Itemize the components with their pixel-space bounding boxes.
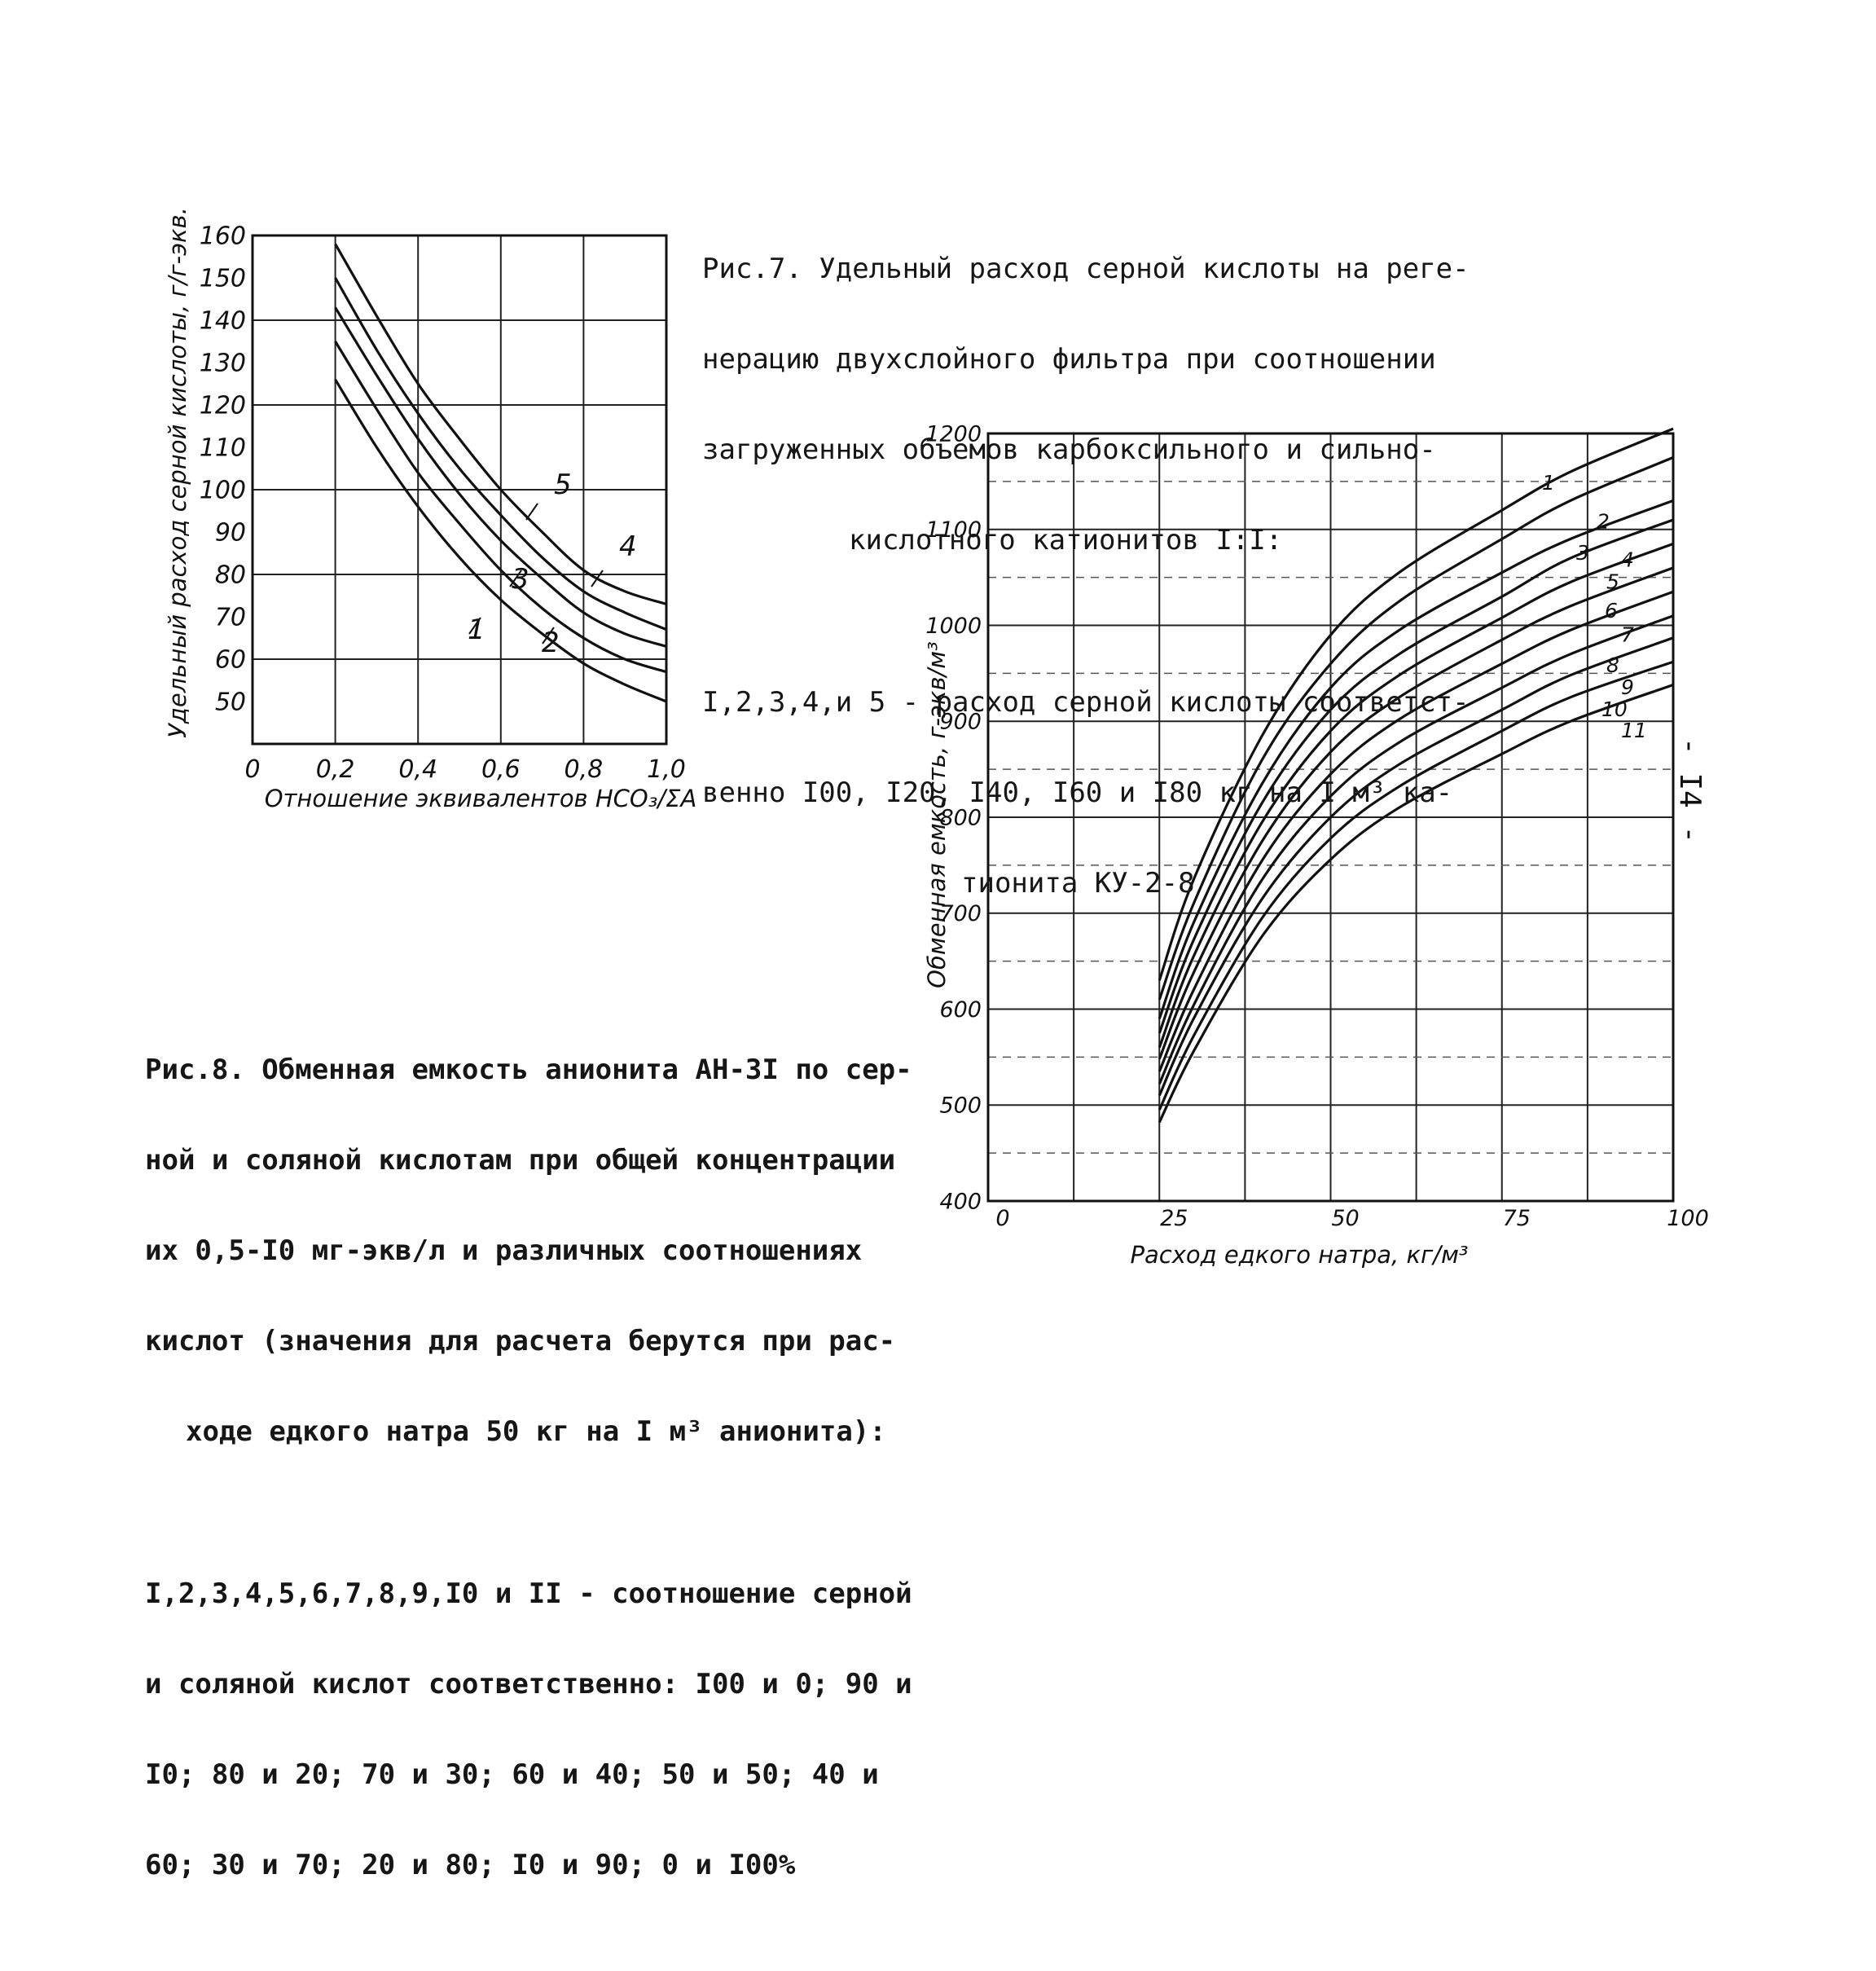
y-tick-label: 80 <box>215 561 246 590</box>
series-line-4 <box>334 277 667 631</box>
series-line-4 <box>1158 518 1674 1034</box>
x-tick-label: 0 <box>995 1206 1009 1231</box>
series-line-3 <box>1158 499 1674 1019</box>
figure8-chart: 0 25 50 75 100 400 500 600 700 800 900 1000 1100 1200… <box>923 421 1709 1269</box>
y-tick-label: 110 <box>200 434 246 463</box>
figure7-caption-line: Рис.7. Удельный расход серной кислоты на… <box>702 253 1470 285</box>
y-axis-title: Обменная емкость, г-экв/м³ <box>923 641 951 988</box>
y-tick-label: 900 <box>939 710 982 735</box>
series-line-11 <box>1158 683 1674 1124</box>
figure7-legend-line: венно I00, I20, I40, I60 и I80 кг на I м… <box>702 777 1453 809</box>
figure7-legend-line: тионита КУ-2-8 <box>961 867 1195 900</box>
series-label: 11 <box>1621 719 1647 742</box>
x-tick-label: 75 <box>1503 1206 1531 1231</box>
figure8-caption-line: ходе едкого натра 50 кг на I м³ анионита… <box>186 1415 886 1448</box>
figure8-caption-line: их 0,5-I0 мг-экв/л и различных соотношен… <box>145 1234 863 1267</box>
figure7-legend-line: I,2,3,4,и 5 - расход серной кислоты соот… <box>702 686 1470 719</box>
y-tick-label: 60 <box>215 646 246 675</box>
plot-frame <box>251 234 668 746</box>
x-tick-label: 1,0 <box>647 755 686 784</box>
x-axis-title: Расход едкого натра, кг/м³ <box>1131 1241 1469 1269</box>
series-label-leader <box>468 617 481 635</box>
y-tick-label: 90 <box>215 519 246 548</box>
figure8-caption-line: кислот (значения для расчета берутся при… <box>145 1325 896 1357</box>
figure7-chart: 0 0,2 0,4 0,6 0,8 1,0506070809010011012013014… <box>164 207 696 812</box>
x-axis-title: Отношение эквивалентов HCO₃/ΣA <box>265 785 697 812</box>
y-tick-label: 70 <box>215 604 246 632</box>
y-tick-label: 1000 <box>925 614 982 639</box>
figure8-caption: Рис.8. Обменная емкость анионита АН-3I п… <box>145 995 912 1971</box>
y-tick-label: 160 <box>200 222 246 251</box>
page-number: - I4 - <box>1673 737 1707 844</box>
figure7-caption-line: нерацию двухслойного фильтра при соотнош… <box>702 343 1436 376</box>
series-label: 1 <box>1542 471 1555 495</box>
figure8-caption-line: ной и соляной кислотам при общей концент… <box>145 1144 896 1177</box>
series-label: 6 <box>1605 599 1618 623</box>
series-label: 2 <box>542 627 560 659</box>
series-label-leader <box>509 570 522 587</box>
x-tick-label: 0,8 <box>565 755 604 784</box>
series-line-6 <box>1158 566 1674 1060</box>
figure8-legend-line: и соляной кислот соответственно: I00 и 0… <box>145 1668 912 1700</box>
series-line-2 <box>334 341 667 674</box>
y-axis-title: Удельный расход серной кислоты, г/г-экв. <box>164 207 191 738</box>
series-line-3 <box>334 306 667 648</box>
y-tick-label: 400 <box>939 1189 982 1214</box>
y-tick-label: 130 <box>200 350 246 378</box>
series-line-7 <box>1158 590 1674 1072</box>
x-tick-label: 0,6 <box>481 755 521 784</box>
series-label-leader <box>525 503 538 521</box>
series-label: 3 <box>512 563 529 596</box>
plot-frame <box>986 432 1675 1203</box>
figure8-caption-line: Рис.8. Обменная емкость анионита АН-3I п… <box>145 1054 912 1086</box>
series-label: 2 <box>1597 509 1610 533</box>
figure8-legend-line: I,2,3,4,5,6,7,8,9,I0 и II - соотношение … <box>145 1577 912 1610</box>
y-tick-label: 700 <box>939 901 982 926</box>
y-tick-label: 500 <box>939 1093 982 1119</box>
series-label: 9 <box>1621 675 1634 699</box>
series-label: 7 <box>1621 623 1634 646</box>
x-tick-label: 0,4 <box>398 755 437 784</box>
series-label: 1 <box>468 614 485 646</box>
figure7-caption: Рис.7. Удельный расход серной кислоты на… <box>702 194 1470 989</box>
figure7-caption-line: загруженных объемов карбоксильного и сил… <box>702 433 1436 466</box>
figure8-legend-line: 60; 30 и 70; 20 и 80; I0 и 90; 0 и I00% <box>145 1849 796 1881</box>
y-tick-label: 150 <box>200 265 246 293</box>
y-tick-label: 100 <box>200 477 246 505</box>
figure7-caption-line: кислотного катионитов I:I: <box>849 524 1283 557</box>
series-line-1 <box>1158 427 1674 981</box>
x-tick-label: 50 <box>1331 1206 1359 1231</box>
series-line-5 <box>334 243 667 605</box>
series-line-1 <box>334 378 667 703</box>
y-tick-label: 1200 <box>925 421 982 447</box>
figure8-legend-line: I0; 80 и 20; 70 и 30; 60 и 40; 50 и 50; … <box>145 1758 879 1791</box>
series-line-5 <box>1158 542 1674 1049</box>
y-tick-label: 800 <box>939 805 982 830</box>
series-line-10 <box>1158 660 1674 1111</box>
figure-charts: 0 0,2 0,4 0,6 0,8 1,0506070809010011012013014… <box>164 207 1709 1269</box>
series-label: 5 <box>554 469 572 501</box>
x-tick-label: 25 <box>1160 1206 1188 1231</box>
series-label-leader <box>542 627 555 645</box>
y-tick-label: 1100 <box>925 517 982 543</box>
y-tick-label: 600 <box>939 997 982 1023</box>
series-line-2 <box>1158 455 1674 1001</box>
x-tick-label: 100 <box>1667 1206 1709 1231</box>
x-tick-label: 0,2 <box>316 755 355 784</box>
figure8-legend: I,2,3,4,5,6,7,8,9,I0 и II - соотношение … <box>145 1519 912 1941</box>
y-tick-label: 50 <box>215 689 246 717</box>
y-tick-label: 140 <box>200 307 246 336</box>
x-tick-label: 0 <box>244 755 260 784</box>
figure7-legend: I,2,3,4,и 5 - расход серной кислоты соот… <box>702 627 1470 959</box>
series-line-9 <box>1158 636 1674 1097</box>
series-label: 4 <box>619 530 637 563</box>
series-line-8 <box>1158 614 1674 1084</box>
y-tick-label: 120 <box>200 392 246 420</box>
